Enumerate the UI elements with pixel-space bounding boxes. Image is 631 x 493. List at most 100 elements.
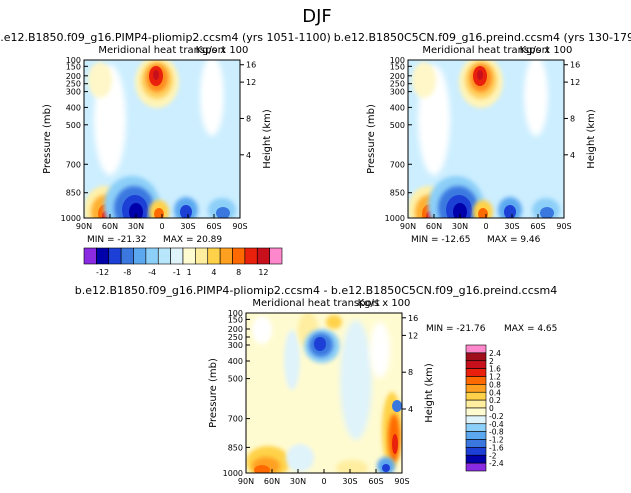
panel-1-ylabel: Pressure (mb) <box>42 104 53 174</box>
colorbar-main-swatch <box>244 247 258 265</box>
colorbar-diff-label: -0.8 <box>489 428 504 437</box>
panel-2-y-tick-label: 700 <box>390 160 405 169</box>
colorbar-main-swatch <box>256 247 270 265</box>
panel-3-x-tick-label: 90S <box>394 477 409 486</box>
panel-3-units: Kg/s x 100 <box>358 298 411 309</box>
panel-3-field-patch <box>286 444 314 472</box>
panel-3-x-tick-label: 60S <box>368 477 383 486</box>
colorbar-diff-swatch <box>465 447 487 456</box>
panel-2-field-patch <box>540 207 554 218</box>
panel-3-y-tick-label: 200 <box>228 325 243 334</box>
colorbar-main-swatch <box>269 247 283 265</box>
panel-2-y-tick-label: 150 <box>390 62 405 71</box>
panel-1-y-tick-label: 300 <box>66 88 81 97</box>
colorbar-diff-label: 0.2 <box>489 396 501 405</box>
panel-3-height-tick-label: 16 <box>408 314 418 323</box>
panel-2-field-patch <box>412 62 436 98</box>
panel-2-x-tick-label: 90S <box>556 222 571 231</box>
colorbar-main-swatch <box>133 247 147 265</box>
panel-1-y-tick-label: 700 <box>66 160 81 169</box>
panel-1: b.e12.B1850.f09_g16.PIMP4-pliomip2.ccsm4… <box>0 31 331 245</box>
colorbar-diff-swatch <box>465 384 487 393</box>
panel-3-field-patch <box>382 464 390 472</box>
panel-2-x-tick-label: 0 <box>483 222 488 231</box>
colorbar-diff-label: 2 <box>489 357 494 366</box>
panel-1-y-tick-label: 100 <box>66 56 81 65</box>
panel-1-x-tick-label: 30S <box>180 222 195 231</box>
panel-1-ylabel-right: Height (km) <box>262 109 273 169</box>
colorbar-main-swatch <box>108 247 122 265</box>
panel-3-field-patch <box>340 320 372 440</box>
colorbar-main-swatch <box>219 247 233 265</box>
colorbar-diff-swatch <box>465 360 487 369</box>
panel-3-height-tick-label: 12 <box>408 331 418 340</box>
colorbar-main-swatch <box>157 247 171 265</box>
panel-2-height-tick-label: 4 <box>570 151 575 160</box>
panel-3-y-tick-label: 250 <box>228 333 243 342</box>
panel-3-x-tick-label: 30N <box>290 477 306 486</box>
colorbar-diff-labels: 2.421.61.20.80.40.20-0.2-0.4-0.8-1.2-1.6… <box>489 349 504 468</box>
colorbar-diff-label: 0.4 <box>489 388 501 397</box>
panel-3-field <box>246 313 402 473</box>
panel-3-height-tick-label: 4 <box>408 405 413 414</box>
panel-2-field-patch <box>453 203 467 218</box>
colorbar-main-label: 4 <box>211 268 216 277</box>
panel-1-x-tick-label: 30N <box>128 222 144 231</box>
panel-1-y-tick-label: 400 <box>66 103 81 112</box>
panel-1-field-patch <box>88 62 112 98</box>
panel-2-ylabel-right: Height (km) <box>586 109 597 169</box>
colorbar-diff-swatch <box>465 462 487 472</box>
panel-2-y-tick-label: 400 <box>390 103 405 112</box>
panel-1-max-label: MAX = 20.89 <box>163 235 222 245</box>
panel-2-y-tick-label: 500 <box>390 121 405 130</box>
colorbar-main-swatch <box>83 247 97 265</box>
panel-3-field-patch <box>252 316 272 344</box>
colorbar-main-label: -4 <box>148 268 156 277</box>
colorbar-diff-swatch <box>465 454 487 464</box>
panel-1-x-tick-label: 0 <box>159 222 164 231</box>
panel-1-min-label: MIN = -21.32 <box>87 235 146 245</box>
panel-2-field <box>408 60 560 218</box>
colorbar-main-labels: -12 -8 -4 -1 1 4 8 12 <box>96 268 269 277</box>
panel-3-y-tick-label: 500 <box>228 375 243 384</box>
panel-2-max-label: MAX = 9.46 <box>487 235 541 245</box>
panel-3-field-patch <box>370 322 390 378</box>
panel-1-field-patch <box>200 60 224 136</box>
panel-1-field-patch <box>180 205 192 218</box>
colorbar-main-swatch <box>182 247 196 265</box>
panel-2-y-tick-label: 300 <box>390 88 405 97</box>
panel-1-y-tick-label: 1000 <box>61 214 81 223</box>
colorbar-main-label: -8 <box>123 268 131 277</box>
colorbar-diff-swatch <box>465 399 487 409</box>
panel-1-y-tick-label: 250 <box>66 80 81 89</box>
colorbar-diff-label: -0.4 <box>489 420 504 429</box>
panel-1-field-patch <box>154 208 164 218</box>
panel-1-subtitle: Meridional heat transport <box>98 45 225 56</box>
panel-3-x-tick-label: 0 <box>321 477 326 486</box>
colorbar-diff-swatch <box>465 376 487 385</box>
panel-1-y-tick-label: 200 <box>66 72 81 81</box>
panel-2-subtitle: Meridional heat transport <box>422 45 549 56</box>
panel-2-x-tick-label: 30N <box>452 222 468 231</box>
panel-1-y-tick-label: 500 <box>66 121 81 130</box>
colorbar-main-label: 1 <box>187 268 192 277</box>
colorbar-main-label: 8 <box>236 268 241 277</box>
panel-3-x-tick-label: 90N <box>238 477 254 486</box>
panel-3-y-tick-label: 100 <box>228 309 243 318</box>
panel-3-max-label: MAX = 4.65 <box>504 324 557 334</box>
panel-2-y-tick-label: 200 <box>390 72 405 81</box>
panel-2-title: b.e12.B1850C5CN.f09_g16.preind.ccsm4 (yr… <box>334 31 631 44</box>
colorbar-main-swatch <box>120 247 134 265</box>
panel-2-field-patch <box>504 205 516 218</box>
panel-1-field-patch <box>153 70 159 80</box>
panel-3-y-tick-label: 400 <box>228 357 243 366</box>
colorbar-main-swatch <box>145 247 159 265</box>
panel-3-y-tick-label: 700 <box>228 415 243 424</box>
colorbar-diff-label: -1.2 <box>489 436 504 445</box>
panel-1-y-tick-label: 850 <box>66 189 81 198</box>
panel-3-ylabel: Pressure (mb) <box>208 358 219 428</box>
colorbar-diff-swatch <box>465 391 487 401</box>
panel-3-y-tick-label: 850 <box>228 443 243 452</box>
axes-layer: 90N 60N 30N 0 30S 60S 90S100150200250300400500… <box>61 56 581 486</box>
